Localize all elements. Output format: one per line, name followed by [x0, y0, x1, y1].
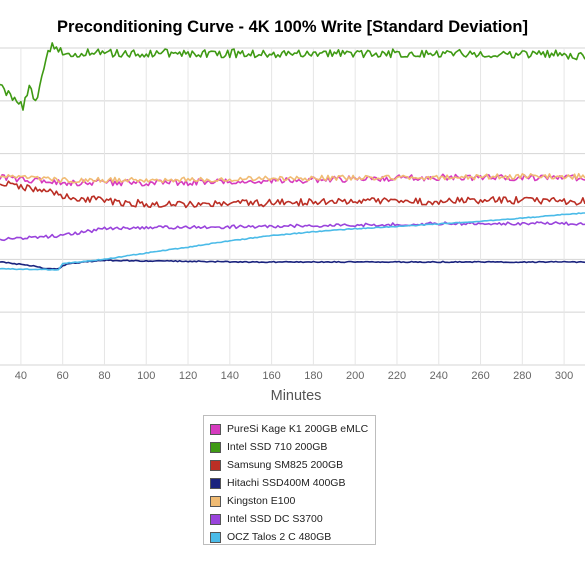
- legend-item: PureSi Kage K1 200GB eMLC: [210, 420, 375, 438]
- x-tick-label: 260: [471, 370, 489, 382]
- x-tick-label: 280: [513, 370, 531, 382]
- x-axis-label: Minutes: [271, 388, 322, 404]
- tick-layer: 40 60 80 100 120 140 160 180 200 220 240 260 280 300: [15, 370, 574, 382]
- legend-swatch: [210, 531, 221, 543]
- legend-swatch: [210, 441, 221, 453]
- x-tick-label: 180: [304, 370, 322, 382]
- legend-label: PureSi Kage K1 200GB eMLC: [227, 423, 369, 435]
- x-tick-label: 300: [555, 370, 573, 382]
- chart-title: Preconditioning Curve - 4K 100% Write [S…: [57, 18, 528, 36]
- series-line: [0, 180, 585, 209]
- x-tick-label: 200: [346, 370, 364, 382]
- legend-swatch: [210, 495, 221, 507]
- legend-item: OCZ Talos 2 C 480GB: [210, 528, 375, 546]
- legend-label: Hitachi SSD400M 400GB: [227, 477, 346, 489]
- x-tick-label: 40: [15, 370, 27, 382]
- legend-item: Samsung SM825 200GB: [210, 456, 375, 474]
- legend-item: Intel SSD 710 200GB: [210, 438, 375, 456]
- x-tick-label: 140: [221, 370, 239, 382]
- x-tick-label: 220: [388, 370, 406, 382]
- series-layer: [0, 42, 585, 271]
- legend-label: Intel SSD DC S3700: [227, 513, 323, 525]
- x-tick-label: 240: [430, 370, 448, 382]
- legend-label: Samsung SM825 200GB: [227, 459, 344, 471]
- legend-label: Intel SSD 710 200GB: [227, 441, 328, 453]
- legend-label: Kingston E100: [227, 495, 296, 507]
- grid-layer: [0, 47, 585, 366]
- legend-swatch: [210, 477, 221, 489]
- x-tick-label: 100: [137, 370, 155, 382]
- legend: PureSi Kage K1 200GB eMLC Intel SSD 710 2…: [203, 415, 376, 545]
- legend-swatch: [210, 459, 221, 471]
- series-line: [0, 212, 585, 271]
- x-tick-label: 60: [57, 370, 69, 382]
- series-line: [0, 221, 585, 242]
- legend-label: OCZ Talos 2 C 480GB: [227, 531, 332, 543]
- x-tick-label: 120: [179, 370, 197, 382]
- legend-swatch: [210, 513, 221, 525]
- legend-item: Hitachi SSD400M 400GB: [210, 474, 375, 492]
- series-line: [0, 172, 585, 184]
- legend-swatch: [210, 423, 221, 435]
- x-tick-label: 80: [98, 370, 110, 382]
- x-tick-label: 160: [262, 370, 280, 382]
- series-line: [0, 173, 585, 187]
- legend-item: Kingston E100: [210, 492, 375, 510]
- legend-item: Intel SSD DC S3700: [210, 510, 375, 528]
- series-line: [0, 42, 585, 111]
